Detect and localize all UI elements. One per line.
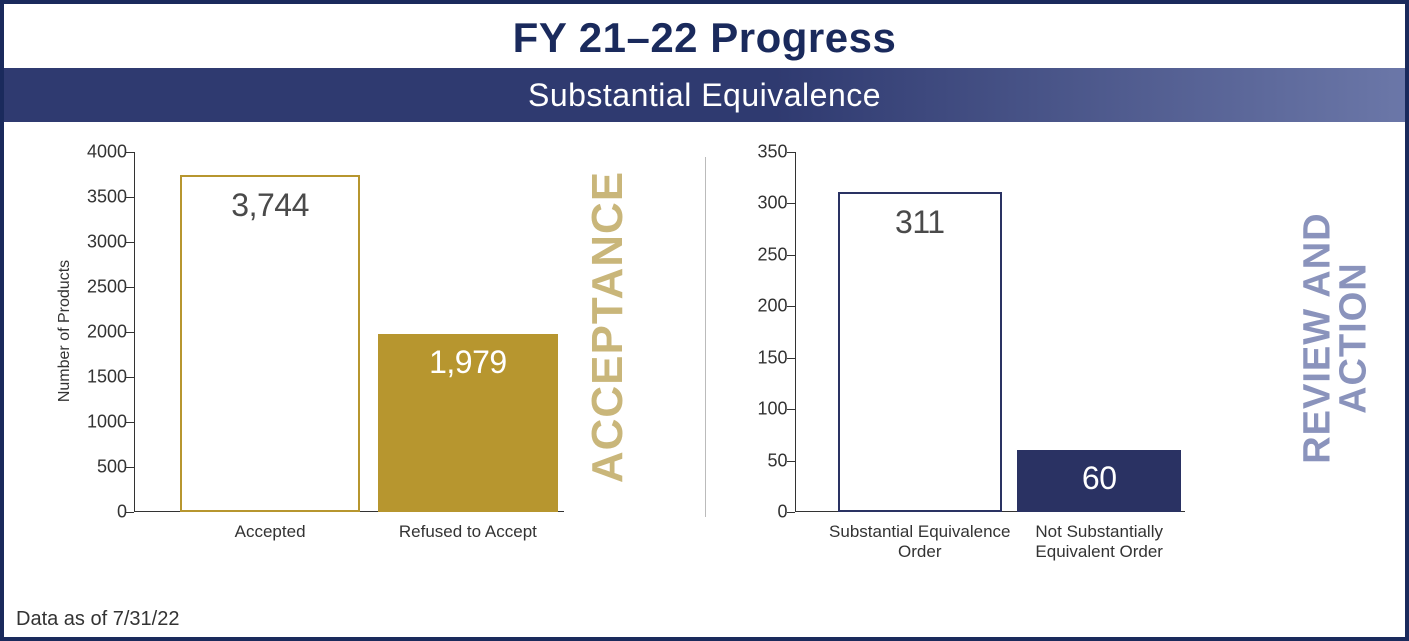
y-tick-label: 0 <box>733 502 788 523</box>
acceptance-side-label: ACCEPTANCE <box>583 171 633 483</box>
y-tick-mark <box>126 467 134 468</box>
y-tick-label: 250 <box>733 244 788 265</box>
y-tick-label: 1000 <box>72 412 127 433</box>
acceptance-plot: 050010001500200025003000350040003,744Acc… <box>134 152 564 512</box>
category-label: Refused to Accept <box>368 522 569 542</box>
bar: 3,744 <box>180 175 361 512</box>
footer-note: Data as of 7/31/22 <box>16 608 179 631</box>
y-tick-mark <box>126 377 134 378</box>
y-tick-mark <box>126 152 134 153</box>
review-action-side-label: REVIEW ANDACTION <box>1299 212 1371 463</box>
bar-value: 3,744 <box>182 187 359 224</box>
y-tick-label: 3500 <box>72 187 127 208</box>
y-tick-label: 1500 <box>72 367 127 388</box>
y-tick-mark <box>126 287 134 288</box>
y-tick-mark <box>787 512 795 513</box>
y-tick-mark <box>787 203 795 204</box>
y-tick-mark <box>126 422 134 423</box>
category-label: Accepted <box>170 522 371 542</box>
bar-value: 311 <box>840 204 1000 241</box>
y-tick-mark <box>126 197 134 198</box>
y-tick-label: 4000 <box>72 142 127 163</box>
y-axis-line <box>134 152 135 512</box>
y-tick-mark <box>787 306 795 307</box>
y-tick-label: 100 <box>733 399 788 420</box>
y-tick-mark <box>787 255 795 256</box>
y-tick-label: 2000 <box>72 322 127 343</box>
subtitle-bar: Substantial Equivalence <box>4 68 1405 122</box>
y-tick-label: 350 <box>733 142 788 163</box>
acceptance-panel: Number of Products 050010001500200025003… <box>4 122 705 592</box>
category-label: Not Substantially Equivalent Order <box>1007 522 1191 562</box>
y-tick-mark <box>787 409 795 410</box>
y-tick-label: 50 <box>733 450 788 471</box>
y-tick-label: 150 <box>733 347 788 368</box>
bar: 1,979 <box>378 334 559 512</box>
y-tick-label: 500 <box>72 457 127 478</box>
bar: 60 <box>1017 450 1181 512</box>
bar-value: 1,979 <box>378 344 559 381</box>
y-tick-mark <box>126 512 134 513</box>
y-tick-mark <box>787 461 795 462</box>
y-tick-label: 3000 <box>72 232 127 253</box>
charts-area: Number of Products 050010001500200025003… <box>4 122 1405 592</box>
y-axis-line <box>795 152 796 512</box>
category-label: Substantial Equivalence Order <box>828 522 1012 562</box>
y-tick-label: 2500 <box>72 277 127 298</box>
bar: 311 <box>838 192 1002 512</box>
y-tick-label: 0 <box>72 502 127 523</box>
y-tick-mark <box>787 358 795 359</box>
y-tick-label: 300 <box>733 193 788 214</box>
subtitle-text: Substantial Equivalence <box>528 77 881 114</box>
title-bar: FY 21–22 Progress <box>4 4 1405 68</box>
bar-value: 60 <box>1017 460 1181 497</box>
y-tick-label: 200 <box>733 296 788 317</box>
main-title: FY 21–22 Progress <box>4 14 1405 62</box>
y-tick-mark <box>787 152 795 153</box>
y-tick-mark <box>126 332 134 333</box>
y-tick-mark <box>126 242 134 243</box>
chart-frame: FY 21–22 Progress Substantial Equivalenc… <box>0 0 1409 641</box>
review-action-panel: 0 50 100 150 200 250 300 350 311 Substantial Equi… <box>705 122 1406 592</box>
review-action-plot: 050100150200250300350311Substantial Equi… <box>795 152 1185 512</box>
